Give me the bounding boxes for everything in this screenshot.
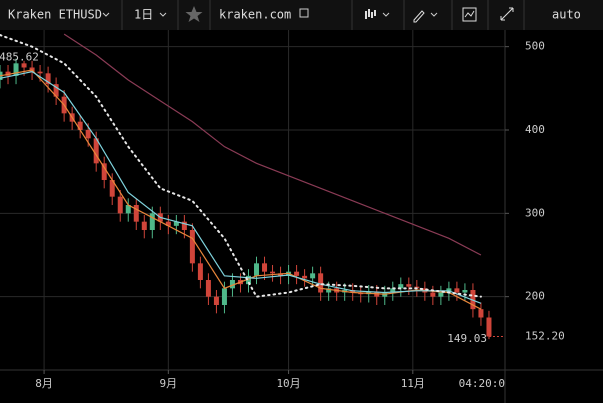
- candle-body: [302, 275, 308, 279]
- candle-body: [438, 292, 444, 297]
- candle-body: [294, 271, 300, 276]
- toolbar-bg: [0, 0, 603, 30]
- x-tick-label: 8月: [35, 377, 53, 390]
- max-price-label: 485.62: [0, 51, 39, 64]
- symbol-selector[interactable]: Kraken ETHUSD: [8, 8, 102, 22]
- scale-mode[interactable]: auto: [552, 8, 581, 22]
- candle-body: [245, 275, 251, 285]
- candle-body: [141, 221, 147, 230]
- candle-body: [101, 163, 107, 180]
- candle-body: [181, 221, 187, 230]
- site-link[interactable]: kraken.com: [219, 8, 291, 22]
- candle-body: [165, 221, 171, 226]
- candle-body: [85, 130, 91, 139]
- candle-body: [197, 263, 203, 280]
- candle-body: [21, 63, 27, 68]
- moving-average-line: [0, 71, 482, 304]
- candle-body: [213, 296, 219, 305]
- y-tick-label: 400: [525, 123, 545, 136]
- chevron: [159, 12, 167, 17]
- x-tick-label: 11月: [401, 377, 425, 390]
- candle-body: [262, 263, 268, 272]
- candle-body: [45, 73, 51, 85]
- candle-body: [310, 273, 316, 279]
- chart-type-icon[interactable]: [365, 9, 376, 19]
- candle-body: [93, 138, 99, 164]
- chevron: [430, 12, 438, 17]
- fullscreen-icon[interactable]: [500, 7, 514, 21]
- candle-body: [486, 317, 492, 337]
- x-tick-label: 9月: [160, 377, 178, 390]
- candle-body: [125, 205, 131, 214]
- candle-body: [5, 71, 11, 76]
- candle-body: [205, 280, 211, 297]
- moving-average-line: [63, 33, 482, 256]
- y-tick-label: 300: [525, 206, 545, 219]
- x-tick-label: 10月: [276, 377, 300, 390]
- candle-body: [133, 205, 139, 222]
- candle-body: [221, 288, 227, 305]
- candle-body: [109, 180, 115, 197]
- candle-body: [254, 263, 260, 276]
- y-tick-label: 500: [525, 40, 545, 53]
- moving-average-line: [0, 34, 482, 298]
- candle-body: [478, 309, 484, 318]
- toolbar: Kraken ETHUSD 1日 kraken.com auto: [0, 0, 603, 30]
- candle-body: [390, 288, 396, 293]
- popout-icon[interactable]: [299, 8, 309, 18]
- candle-body: [117, 196, 123, 214]
- candle-body: [454, 288, 460, 293]
- favorite-icon[interactable]: [185, 6, 203, 22]
- interval-selector[interactable]: 1日: [134, 8, 153, 22]
- chevron: [382, 12, 390, 17]
- candle-body: [318, 273, 324, 293]
- candle-body: [149, 213, 155, 230]
- candle-body: [173, 221, 179, 226]
- candle-body: [37, 71, 43, 74]
- chevron: [102, 12, 110, 17]
- candle-body: [77, 121, 83, 130]
- candle-body: [189, 230, 195, 264]
- y-tick-label: 200: [525, 290, 545, 303]
- last-price-label: 152.20: [525, 330, 565, 343]
- min-price-label: 149.03: [447, 332, 487, 345]
- candle-body: [278, 273, 284, 276]
- candle-body: [326, 288, 332, 293]
- candle-body: [13, 63, 19, 76]
- countdown-label: 04:20:0: [459, 377, 505, 390]
- candle-body: [53, 84, 59, 97]
- candle-body: [430, 292, 436, 297]
- candle-body: [406, 284, 412, 287]
- candle-body: [398, 284, 404, 289]
- draw-icon[interactable]: [413, 10, 425, 23]
- candle-body: [270, 271, 276, 274]
- plot: 200 300 400 500 8月 9月 10月 11月 485.62 149.03 152.20…: [0, 30, 565, 390]
- candle-body: [462, 290, 468, 293]
- indicator-icon[interactable]: [462, 7, 477, 22]
- indicator-glyph: [464, 10, 475, 18]
- candle-body: [229, 280, 235, 289]
